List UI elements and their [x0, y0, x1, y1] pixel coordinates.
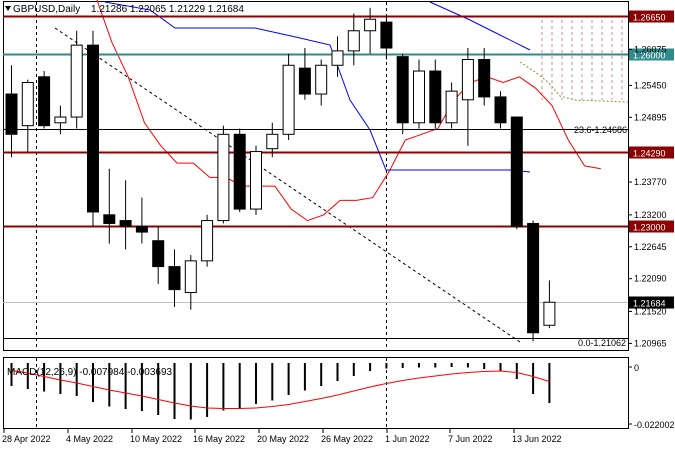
bull-candle: [184, 260, 197, 293]
macd-signal-line: [11, 370, 550, 409]
ichimoku-cloud: [519, 20, 629, 103]
senkou-line: [429, 1, 531, 51]
bull-candle: [364, 18, 377, 32]
price-tick-label: 1.26075: [634, 44, 667, 54]
bull-candle: [21, 82, 34, 127]
macd-indicator: [10, 363, 551, 420]
level-price-label: 1.24290: [633, 149, 666, 159]
bear-candle: [87, 44, 99, 213]
fib-label-236: 23.6-1.24686: [574, 125, 627, 135]
level-price-marker: [629, 48, 674, 61]
price-tick-label: 1.22090: [634, 274, 667, 284]
date-tick-label: 28 Apr 2022: [2, 434, 51, 444]
bear-candle: [494, 96, 507, 124]
bull-candle: [315, 64, 328, 95]
bear-candle: [527, 222, 540, 334]
current-price-label: 1.21684: [633, 299, 666, 309]
level-price-marker: [629, 220, 674, 233]
bear-candle: [380, 21, 393, 49]
date-tick-label: 1 Jun 2022: [385, 434, 430, 444]
date-tick-label: 16 May 2022: [193, 434, 245, 444]
bull-candle: [54, 116, 67, 124]
level-price-label: 1.26000: [633, 51, 666, 61]
macd-pane[interactable]: [3, 357, 629, 429]
date-tick-label: 13 Jun 2022: [512, 434, 562, 444]
symbol-timeframe: GBPUSD,Daily: [13, 4, 80, 15]
horizontal-levels[interactable]: 1.26650 1.26000 1.24290 1.23000 1.21684: [3, 10, 674, 339]
bear-candle: [233, 133, 246, 210]
macd-axis-min: -0.022002: [634, 420, 675, 430]
collapse-arrow-icon[interactable]: [5, 6, 11, 11]
price-tick-label: 1.23770: [634, 177, 667, 187]
level-price-label: 1.26650: [633, 13, 666, 23]
ohlc-values: 1.21286 1.22065 1.21229 1.21684: [91, 4, 244, 15]
price-tick-label: 1.20965: [634, 338, 667, 348]
bear-candle: [478, 59, 491, 98]
level-price-marker: [629, 146, 674, 159]
bull-candle: [445, 90, 458, 124]
price-axis[interactable]: 1.26075 1.25450 1.24895 1.23770 1.23200 1.226…: [628, 44, 667, 348]
price-pane[interactable]: [3, 1, 629, 351]
bull-candle: [461, 59, 474, 101]
bull-candle: [250, 151, 262, 210]
bull-candle: [413, 70, 425, 124]
price-tick-label: 1.24895: [634, 112, 667, 122]
bear-candle: [396, 56, 409, 124]
bear-candle: [510, 116, 523, 227]
bull-candle: [70, 44, 83, 118]
bull-candle: [201, 220, 214, 262]
bear-candle: [298, 67, 311, 95]
date-tick-label: 26 May 2022: [321, 434, 373, 444]
date-tick-label: 20 May 2022: [257, 434, 309, 444]
price-tick-label: 1.21520: [634, 306, 667, 316]
price-tick-label: 1.25450: [634, 80, 667, 90]
date-tick-label: 4 May 2022: [66, 434, 113, 444]
date-tick-label: 7 Jun 2022: [448, 434, 493, 444]
macd-label: MACD(12,26,9) -0.007984 -0.003693: [7, 367, 173, 378]
macd-axis: 0 -0.022002: [628, 363, 675, 430]
bear-candle: [152, 240, 165, 268]
level-price-marker: [629, 10, 674, 23]
price-tick-label: 1.22645: [634, 242, 667, 252]
bear-candle: [119, 220, 132, 227]
bull-candle: [217, 133, 230, 222]
bull-candle: [543, 301, 556, 326]
bull-candle: [282, 64, 295, 135]
level-price-label: 1.23000: [633, 223, 666, 233]
bull-candle: [331, 50, 344, 66]
fib-label-0: 0.0-1.21062: [578, 338, 626, 348]
candles: [5, 7, 556, 342]
bull-candle: [347, 30, 360, 52]
macd-axis-zero: 0: [634, 363, 639, 373]
bear-candle: [103, 214, 116, 224]
bear-candle: [135, 225, 148, 233]
kijun-line: [104, 1, 531, 173]
chart-header: GBPUSD,Daily 1.21286 1.22065 1.21229 1.2…: [5, 4, 244, 15]
bear-candle: [5, 93, 18, 135]
bear-candle: [168, 266, 181, 291]
current-price-marker: [629, 296, 674, 309]
date-tick-label: 10 May 2022: [130, 434, 182, 444]
price-tick-label: 1.23200: [634, 210, 667, 220]
bear-candle: [429, 70, 442, 124]
bull-candle: [266, 133, 279, 150]
bear-candle: [38, 76, 51, 127]
date-axis: 28 Apr 2022 4 May 2022 10 May 2022 16 May 2…: [2, 429, 562, 444]
